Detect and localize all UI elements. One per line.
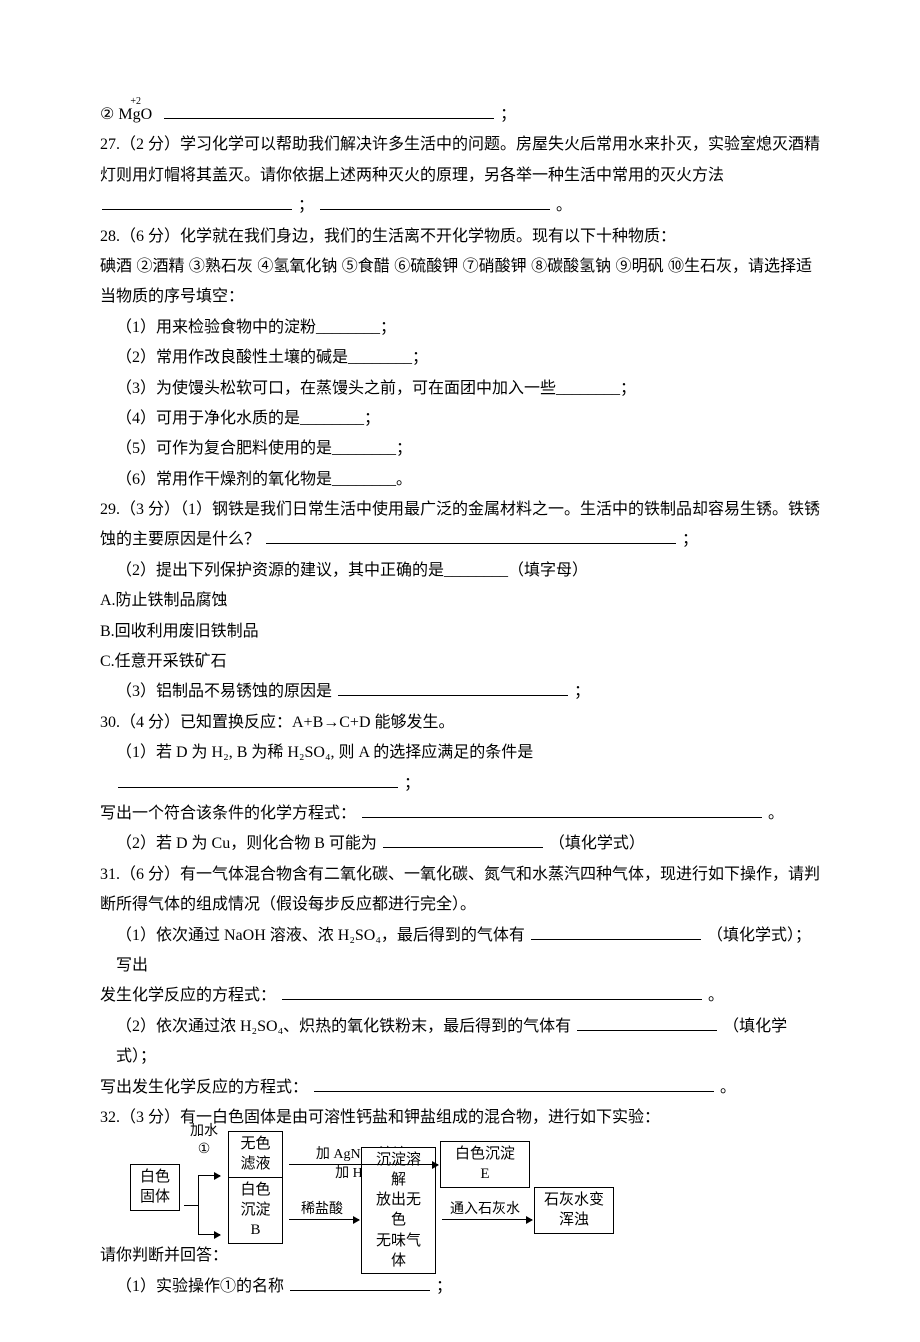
edge-b: 稀盐酸 [287,1201,357,1220]
q29-opt-b: B.回收利用废旧铁制品 [100,617,820,647]
node-start: 白色 固体 [130,1164,180,1211]
q29-opt-a: A.防止铁制品腐蚀 [100,586,820,616]
q27-blank1 [102,192,292,211]
q30-header: 30.（4 分）已知置换反应：A+B→C+D 能够发生。 [100,708,820,738]
document-page: ② M+2gO ； 27.（2 分）学习化学可以帮助我们解决许多生活中的问题。房… [0,0,920,1342]
q28-item-4: （4）可用于净化水质的是________； [100,404,820,434]
q31-blank2b [314,1073,714,1092]
q29-tail3: ； [574,683,590,700]
q32-tail1: ； [436,1278,452,1295]
q30-sub1a: （1）若 D 为 H₂, B 为稀 H₂SO₄, 则 A 的选择应满足的条件是 … [100,738,820,799]
q31-sub2b: 写出发生化学反应的方程式： 。 [100,1073,820,1103]
q29-blank1 [266,526,676,545]
arrow-icon [442,1219,532,1220]
q30-tail1a: ； [404,775,420,792]
q30-sub1b-label: 写出一个符合该条件的化学方程式： [100,805,356,822]
q31-sub1a2: 发生化学反应的方程式： 。 [100,981,820,1011]
arrow-icon [289,1164,438,1165]
arrow-icon [289,1219,359,1220]
q31-sub2a: （2）依次通过浓 H₂SO₄、炽热的氧化铁粉末，最后得到的气体有 （填化学式）； [100,1012,820,1073]
q29-blank3 [338,678,568,697]
q31-sub2a-label: （2）依次通过浓 H₂SO₄、炽热的氧化铁粉末，最后得到的气体有 [116,1018,571,1035]
q28-substances: 碘酒 ②酒精 ③熟石灰 ④氢氧化钠 ⑤食醋 ⑥硫酸钾 ⑦硝酸钾 ⑧碳酸氢钠 ⑨明… [100,252,820,313]
edge-b-label: 稀盐酸 [287,1201,357,1219]
branch-icon [184,1159,224,1251]
q30-sub2: （2）若 D 为 Cu，则化合物 B 可能为 （填化学式） [100,829,820,859]
q26b-tail: ； [500,106,516,123]
edge-gas-label: 通入石灰水 [440,1201,530,1219]
q29-opt-c: C.任意开采铁矿石 [100,647,820,677]
q28-item-5: （5）可作为复合肥料使用的是________； [100,434,820,464]
q31-sub1a2-label: 发生化学反应的方程式： [100,987,276,1004]
edge-start: 加水 ① [184,1123,224,1251]
q31-blank1a2 [282,982,702,1001]
q29-text: 29.（3 分）（1）钢铁是我们日常生活中使用最广泛的金属材料之一。生活中的铁制… [100,495,820,556]
q30-sub2-label: （2）若 D 为 Cu，则化合物 B 可能为 [116,835,377,852]
q27-header: 27.（2 分）学习化学可以帮助我们解决许多生活中的问题。房屋失火后常用水来扑灭… [100,136,820,183]
q28-item-6: （6）常用作干燥剂的氧化物是________。 [100,465,820,495]
q31-sub2b-label: 写出发生化学反应的方程式： [100,1079,308,1096]
q26b-blank [164,100,494,119]
q30-sub1a-label: （1）若 D 为 H₂, B 为稀 H₂SO₄, 则 A 的选择应满足的条件是 [116,744,533,761]
q31-tail1a2: 。 [708,987,724,1004]
q27-blank2 [320,192,550,211]
q31-sub1a: （1）依次通过 NaOH 溶液、浓 H₂SO₄，最后得到的气体有 （填化学式）；… [100,921,820,982]
q29-sub3: （3）铝制品不易锈蚀的原因是 ； [100,677,820,707]
q32-sub1: （1）实验操作①的名称 ； [100,1272,820,1302]
q28-header: 28.（6 分）化学就在我们身边，我们的生活离不开化学物质。现有以下十种物质： [100,222,820,252]
q29-sub2: （2）提出下列保护资源的建议，其中正确的是________（填字母） [100,556,820,586]
q31-tail2b: 。 [720,1079,736,1096]
q28-item-2: （2）常用作改良酸性土壤的碱是________； [100,343,820,373]
q30-blank2 [383,830,543,849]
q26b-prefix: ② [100,106,114,123]
q31-sub1a-label: （1）依次通过 NaOH 溶液、浓 H₂SO₄，最后得到的气体有 [116,927,525,944]
q27-sep: ； [298,197,314,214]
node-gas: 沉淀溶解 放出无色 无味气体 [361,1147,436,1275]
q32-blank1 [290,1272,430,1291]
q28-item-3: （3）为使馒头松软可口，在蒸馒头之前，可在面团中加入一些________； [100,374,820,404]
q31-blank2a [577,1012,717,1031]
q30-blank1a [118,769,398,788]
q28-item-1: （1）用来检验食物中的淀粉________； [100,313,820,343]
q30-tail2: （填化学式） [549,835,645,852]
edge-start-label: 加水 ① [190,1123,218,1159]
q27-tail: 。 [556,197,572,214]
node-b: 白色 沉淀 B [228,1177,283,1244]
q26b-line: ② M+2gO ； [100,100,820,130]
node-e: 白色沉淀 E [440,1141,530,1188]
q32-sub1-label: （1）实验操作①的名称 [116,1278,284,1295]
q31-header: 31.（6 分）有一气体混合物含有二氧化碳、一氧化碳、氮气和水蒸汽四种气体，现进… [100,860,820,921]
q29-sub3-label: （3）铝制品不易锈蚀的原因是 [116,683,332,700]
q27-text: 27.（2 分）学习化学可以帮助我们解决许多生活中的问题。房屋失火后常用水来扑灭… [100,130,820,221]
q31-blank1a [531,921,701,940]
q30-tail1b: 。 [768,805,784,822]
node-lime: 石灰水变浑浊 [534,1187,614,1234]
edge-gas: 通入石灰水 [440,1201,530,1220]
q29-tail1: ； [682,531,698,548]
q30-sub1b: 写出一个符合该条件的化学方程式： 。 [100,799,820,829]
q32-flowchart: 白色 固体 加水 ① 无色 滤液 A 加 AgNO₃ 溶液 加 HNO₃ 白色沉… [100,1133,820,1241]
q26b-formula: M+2gO [118,100,158,130]
q30-blank1b [362,799,762,818]
